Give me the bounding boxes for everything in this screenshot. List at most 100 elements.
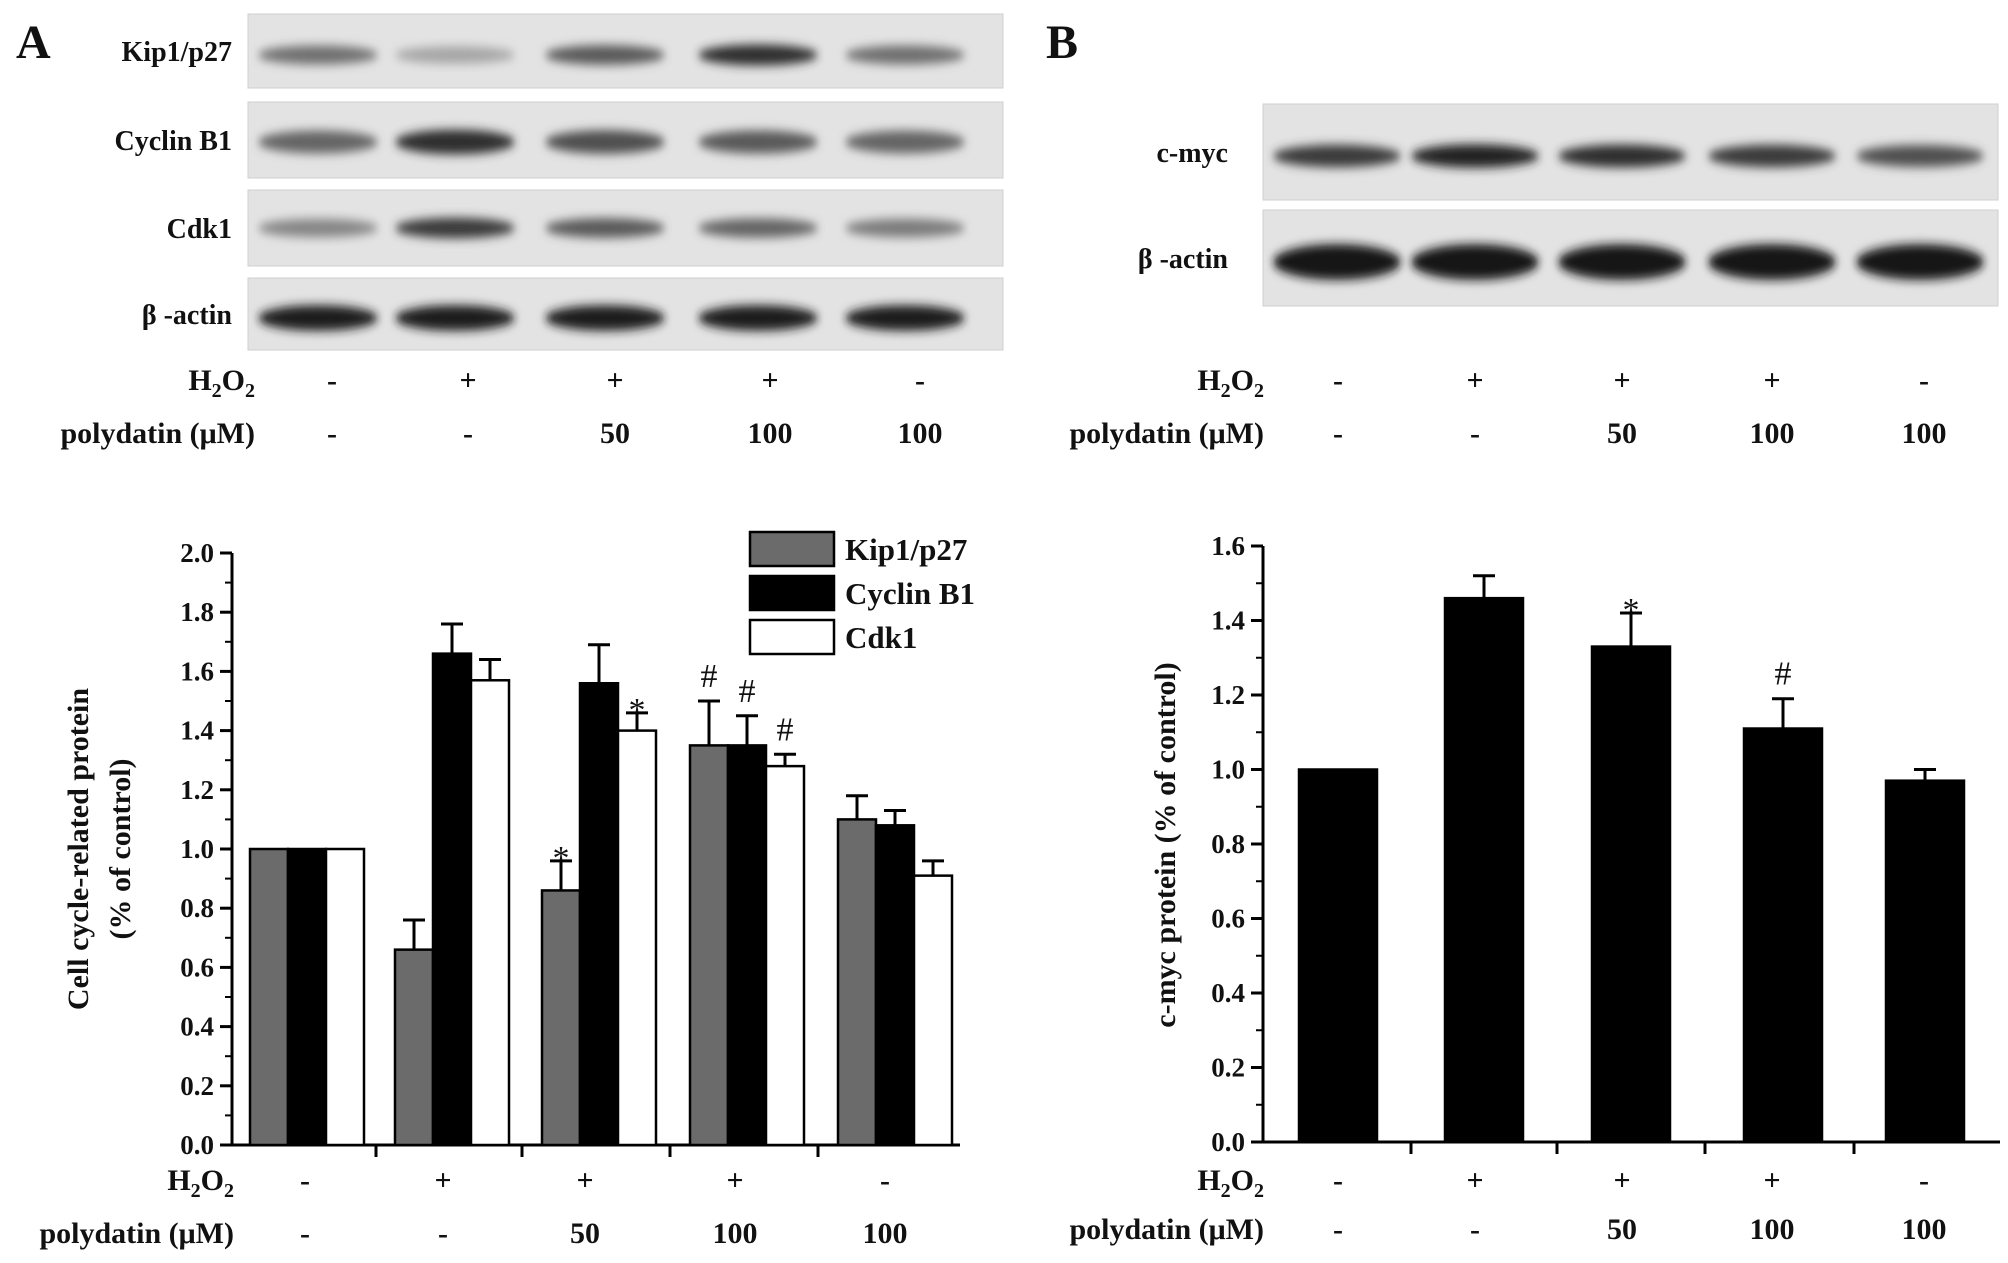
y-tick-label: 0.8 bbox=[1211, 829, 1245, 859]
h2o2-value: - bbox=[1919, 364, 1929, 397]
h2o2-value: + bbox=[1466, 1164, 1483, 1197]
h2o2-label-part: 2 bbox=[1221, 380, 1231, 402]
blot-band bbox=[545, 130, 665, 154]
h2o2-value: - bbox=[915, 364, 925, 397]
legend-swatch bbox=[748, 530, 836, 568]
polydatin-label: polydatin (μM) bbox=[60, 417, 255, 450]
bar bbox=[393, 948, 435, 1147]
h2o2-label-part: O bbox=[1231, 1164, 1254, 1197]
h2o2-label: H2O2 bbox=[1197, 364, 1264, 402]
bar bbox=[324, 847, 366, 1147]
panel-b-letter: B bbox=[1046, 16, 1078, 69]
bar bbox=[836, 818, 878, 1147]
h2o2-label-part: H bbox=[1197, 1164, 1220, 1197]
polydatin-value: - bbox=[1470, 417, 1480, 450]
blot-band bbox=[258, 218, 378, 238]
h2o2-label-part: H bbox=[1197, 364, 1220, 397]
blot-band bbox=[845, 218, 965, 238]
bar bbox=[1742, 727, 1824, 1144]
y-tick-label: 1.2 bbox=[1211, 680, 1245, 710]
blot-band bbox=[698, 130, 818, 154]
polydatin-label: polydatin (μM) bbox=[1069, 417, 1264, 450]
polydatin-value: 50 bbox=[570, 1217, 600, 1250]
western-blot-b: c-myc β -actin bbox=[1138, 103, 1999, 307]
h2o2-value: - bbox=[300, 1164, 310, 1197]
h2o2-label-part: O bbox=[1231, 364, 1254, 397]
bar bbox=[1443, 596, 1525, 1144]
significance-marker: # bbox=[739, 673, 756, 710]
h2o2-label-part: 2 bbox=[1254, 380, 1264, 402]
polydatin-value: 100 bbox=[1902, 417, 1947, 450]
bar-chart-cell-cycle: 0.0 0.2 0.4 0.6 0.8 1.0 1.2 1.4 1.6 1.8 2.0 * * # # # Ce… bbox=[62, 530, 975, 1160]
polydatin-value: - bbox=[438, 1217, 448, 1250]
significance-marker: * bbox=[1623, 592, 1640, 629]
h2o2-value: - bbox=[880, 1164, 890, 1197]
blot-band bbox=[698, 305, 818, 331]
h2o2-label-part: 2 bbox=[224, 1180, 234, 1202]
blot-band-label: c-myc bbox=[1156, 138, 1228, 169]
y-tick-label: 1.8 bbox=[180, 597, 214, 627]
bar bbox=[688, 744, 730, 1147]
y-tick-label: 1.4 bbox=[180, 716, 214, 746]
significance-marker: # bbox=[777, 711, 794, 748]
polydatin-value: 100 bbox=[1750, 417, 1795, 450]
y-tick-label: 0.2 bbox=[180, 1071, 214, 1101]
h2o2-label-part: 2 bbox=[212, 380, 222, 402]
y-tick-label: 1.2 bbox=[180, 775, 214, 805]
polydatin-value: 50 bbox=[1607, 1213, 1637, 1246]
bar bbox=[1884, 779, 1966, 1144]
blot-band-label: β -actin bbox=[1138, 244, 1229, 275]
blot-band bbox=[1856, 244, 1984, 280]
panel-a-letter: A bbox=[16, 16, 51, 69]
polydatin-value: - bbox=[327, 417, 337, 450]
significance-marker: * bbox=[553, 840, 570, 877]
bar bbox=[1297, 768, 1379, 1144]
blot-band bbox=[1273, 244, 1401, 280]
blot-band bbox=[1708, 144, 1836, 168]
polydatin-value: 50 bbox=[1607, 417, 1637, 450]
blot-band bbox=[395, 129, 515, 155]
blot-band-label: Kip1/p27 bbox=[122, 37, 232, 68]
significance-marker: # bbox=[1775, 656, 1792, 693]
y-tick-label: 0.6 bbox=[1211, 904, 1245, 934]
blot-band bbox=[545, 45, 665, 65]
polydatin-value: - bbox=[1333, 417, 1343, 450]
h2o2-label-part: 2 bbox=[1254, 1180, 1264, 1202]
blot-band bbox=[258, 45, 378, 65]
y-tick-label: 1.6 bbox=[1211, 531, 1245, 561]
blot-band bbox=[1856, 145, 1984, 167]
polydatin-value: - bbox=[1333, 1213, 1343, 1246]
h2o2-value: - bbox=[327, 364, 337, 397]
polydatin-value: - bbox=[463, 417, 473, 450]
h2o2-value: + bbox=[434, 1164, 451, 1197]
legend-label: Cdk1 bbox=[845, 620, 917, 655]
h2o2-label-part: H bbox=[188, 364, 211, 397]
polydatin-label: polydatin (μM) bbox=[39, 1217, 234, 1250]
h2o2-value: + bbox=[1613, 1164, 1630, 1197]
h2o2-value: + bbox=[1466, 364, 1483, 397]
h2o2-value: - bbox=[1919, 1164, 1929, 1197]
blot-band-label: Cdk1 bbox=[167, 214, 232, 245]
y-tick-label: 0.0 bbox=[1211, 1127, 1245, 1157]
western-blot-a: Kip1/p27 Cyclin B1 Cdk1 β -actin bbox=[115, 13, 1004, 351]
blot-strip bbox=[247, 101, 1004, 179]
y-axis-label: c-myc protein (% of control) bbox=[1149, 662, 1182, 1027]
y-tick-label: 0.2 bbox=[1211, 1053, 1245, 1083]
blot-band bbox=[1558, 144, 1686, 168]
blot-band bbox=[698, 44, 818, 66]
blot-band bbox=[1558, 244, 1686, 280]
h2o2-label: H2O2 bbox=[167, 1164, 234, 1202]
blot-band bbox=[258, 130, 378, 154]
blot-band bbox=[395, 46, 515, 64]
polydatin-value: 100 bbox=[898, 417, 943, 450]
h2o2-value: + bbox=[1763, 1164, 1780, 1197]
bar bbox=[578, 681, 620, 1147]
blot-band bbox=[545, 305, 665, 331]
y-tick-label: 1.6 bbox=[180, 656, 214, 686]
bar bbox=[616, 729, 658, 1147]
blot-band bbox=[1411, 244, 1539, 280]
h2o2-label-part: 2 bbox=[1221, 1180, 1231, 1202]
h2o2-label-part: H bbox=[167, 1164, 190, 1197]
y-tick-label: 2.0 bbox=[180, 538, 214, 568]
